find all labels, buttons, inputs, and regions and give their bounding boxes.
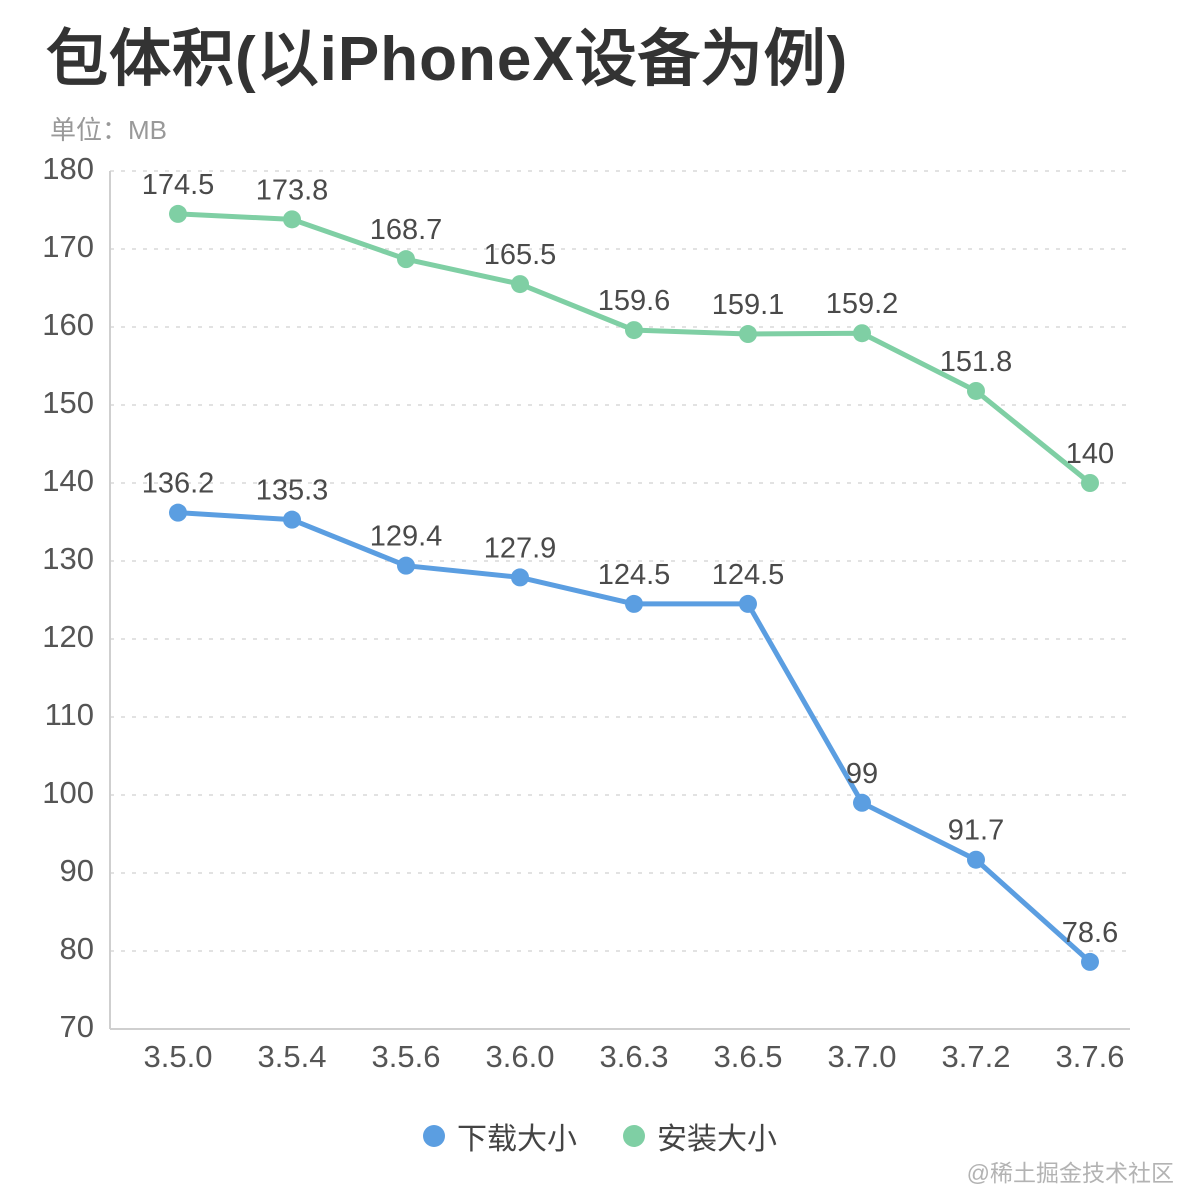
svg-text:160: 160 <box>42 307 94 342</box>
svg-text:3.6.5: 3.6.5 <box>714 1039 783 1074</box>
chart-subtitle: 单位：MB <box>50 115 168 146</box>
svg-text:135.3: 135.3 <box>256 475 329 507</box>
svg-text:3.7.2: 3.7.2 <box>942 1039 1011 1074</box>
svg-text:80: 80 <box>60 931 94 966</box>
svg-text:140: 140 <box>42 463 94 498</box>
legend-item-install[interactable]: 安装大小 <box>623 1114 777 1158</box>
svg-text:150: 150 <box>42 385 94 420</box>
svg-text:159.2: 159.2 <box>826 288 899 320</box>
svg-text:120: 120 <box>42 619 94 654</box>
svg-text:170: 170 <box>42 229 94 264</box>
svg-text:130: 130 <box>42 541 94 576</box>
svg-text:159.6: 159.6 <box>598 285 671 317</box>
legend-label-install: 安装大小 <box>657 1123 777 1156</box>
line-chart: 70 80 90 100 110 120 130 140 150 160 170 180 3.5.0 3.… <box>42 151 1130 1074</box>
svg-text:110: 110 <box>45 697 94 732</box>
watermark: @稀土掘金技术社区 <box>966 1160 1174 1186</box>
svg-text:70: 70 <box>60 1009 94 1044</box>
svg-text:3.7.0: 3.7.0 <box>828 1039 897 1074</box>
svg-text:124.5: 124.5 <box>598 559 671 591</box>
svg-text:168.7: 168.7 <box>370 214 443 246</box>
svg-text:140: 140 <box>1066 438 1114 470</box>
svg-text:127.9: 127.9 <box>484 533 557 565</box>
svg-text:78.6: 78.6 <box>1062 917 1118 949</box>
svg-text:165.5: 165.5 <box>484 239 557 271</box>
svg-text:99: 99 <box>846 758 878 790</box>
svg-text:151.8: 151.8 <box>940 346 1013 378</box>
svg-text:124.5: 124.5 <box>712 559 785 591</box>
chart-title: 包体积(以iPhoneX设备为例) <box>46 25 849 94</box>
svg-text:91.7: 91.7 <box>948 815 1004 847</box>
legend-label-download: 下载大小 <box>457 1123 577 1156</box>
legend-dot-install-icon <box>623 1125 645 1147</box>
svg-text:159.1: 159.1 <box>712 289 785 321</box>
svg-text:174.5: 174.5 <box>142 169 215 201</box>
svg-text:180: 180 <box>42 151 94 186</box>
svg-text:3.6.3: 3.6.3 <box>600 1039 669 1074</box>
svg-text:3.5.6: 3.5.6 <box>372 1039 441 1074</box>
svg-text:129.4: 129.4 <box>370 521 443 553</box>
svg-text:100: 100 <box>42 775 94 810</box>
svg-text:3.5.0: 3.5.0 <box>144 1039 213 1074</box>
svg-text:90: 90 <box>60 853 94 888</box>
svg-text:3.7.6: 3.7.6 <box>1056 1039 1125 1074</box>
svg-text:136.2: 136.2 <box>142 468 215 500</box>
svg-text:3.5.4: 3.5.4 <box>258 1039 327 1074</box>
legend-item-download[interactable]: 下载大小 <box>423 1114 577 1158</box>
svg-text:173.8: 173.8 <box>256 175 329 207</box>
legend-dot-download-icon <box>423 1125 445 1147</box>
chart-legend: 下载大小 安装大小 <box>0 1114 1200 1158</box>
svg-text:3.6.0: 3.6.0 <box>486 1039 555 1074</box>
